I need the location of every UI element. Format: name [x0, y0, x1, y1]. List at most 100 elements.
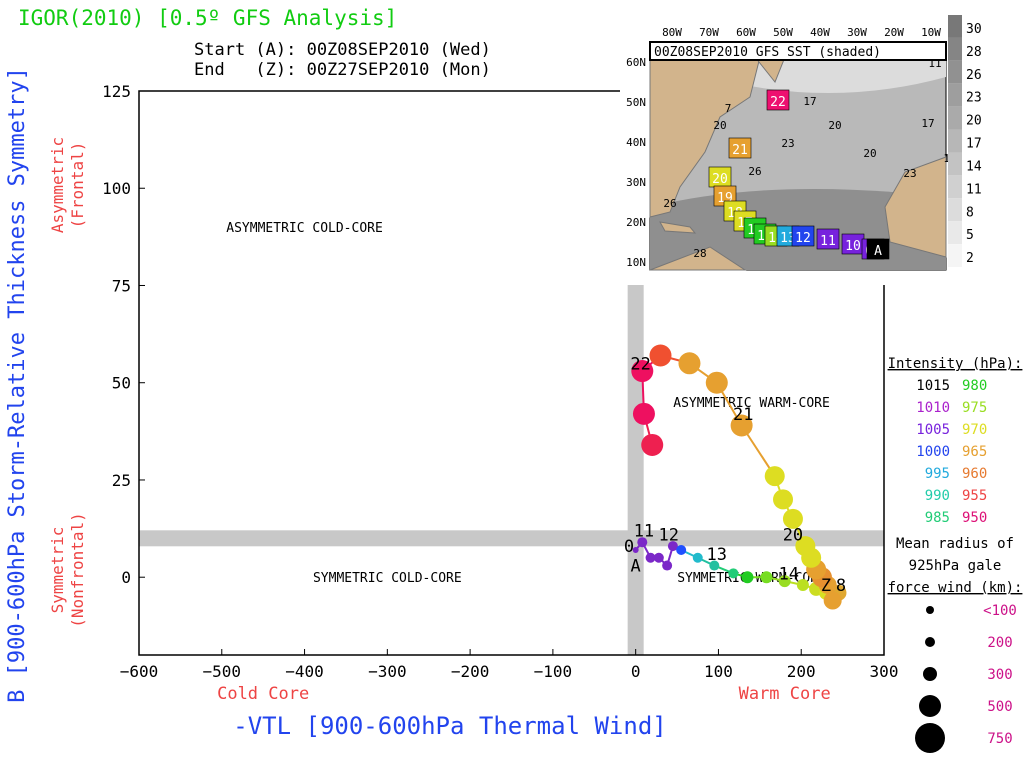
- track-label: 20: [783, 525, 803, 545]
- y-tick-label: 125: [102, 82, 131, 101]
- map-contour-label: 20: [713, 119, 726, 132]
- symmetric-annotation: (Nonfrontal): [68, 512, 87, 628]
- legend-pressure-label: 970: [962, 422, 987, 438]
- x-tick-label: −100: [534, 662, 573, 681]
- colorbar-segment: [948, 15, 962, 38]
- track-point: [653, 552, 664, 563]
- map-contour-label: 17: [921, 117, 934, 130]
- map-lon-label: 60W: [736, 26, 756, 39]
- legend-pressure-label: 985: [925, 510, 950, 526]
- map-title: 00Z08SEP2010 GFS SST (shaded): [654, 45, 881, 60]
- colorbar-label: 26: [966, 68, 982, 83]
- legend-pressure-label: 1000: [916, 444, 950, 460]
- map-track-label: 21: [732, 143, 748, 158]
- map-track-box: [866, 238, 890, 260]
- y-axis-label: B [900-600hPa Storm-Relative Thickness S…: [5, 67, 30, 703]
- legend-radius-dot: [925, 637, 935, 647]
- colorbar-segment: [948, 221, 962, 245]
- legend-pressure-label: 990: [925, 488, 950, 504]
- legend-radius-title: 925hPa gale: [909, 558, 1002, 574]
- track-label: 14: [779, 564, 799, 584]
- map-lon-label: 20W: [884, 26, 904, 39]
- quadrant-label: ASYMMETRIC WARM-CORE: [673, 396, 830, 411]
- map-lon-label: 80W: [662, 26, 682, 39]
- warm-core-label: Warm Core: [739, 684, 831, 704]
- track-label: 13: [707, 545, 727, 565]
- track-point: [645, 552, 656, 563]
- map-lat-label: 20N: [626, 216, 646, 229]
- colorbar-segment: [948, 37, 962, 61]
- map-track-box: [766, 89, 790, 111]
- colorbar-label: 11: [966, 182, 982, 197]
- x-tick-label: 100: [704, 662, 733, 681]
- colorbar-segment: [948, 83, 962, 107]
- x-tick-label: −300: [368, 662, 407, 681]
- map-caribbean: [659, 221, 697, 234]
- legend-pressure-label: 1015: [916, 378, 950, 394]
- map-track-box: [816, 228, 840, 250]
- quadrant-label: ASYMMETRIC COLD-CORE: [226, 221, 383, 236]
- map-lon-label: 50W: [773, 26, 793, 39]
- map-contour-label: 11: [928, 57, 941, 70]
- y-tick-label: 100: [102, 179, 131, 198]
- y-tick-label: 50: [112, 374, 131, 393]
- colorbar-label: 5: [966, 228, 974, 243]
- track-point: [676, 544, 687, 555]
- legend-radius-label: 500: [987, 699, 1012, 715]
- colorbar-segment: [948, 198, 962, 222]
- legend-radius-dot: [923, 667, 937, 681]
- map-lat-label: 60N: [626, 56, 646, 69]
- track-point: [782, 508, 803, 529]
- map-track-box: [728, 137, 752, 159]
- track-point: [778, 575, 791, 588]
- track-point: [632, 546, 639, 553]
- track-point: [823, 591, 842, 610]
- legend-radius-title: Mean radius of: [896, 536, 1014, 552]
- map-track-label: 10: [845, 239, 861, 254]
- legend-radius-dot: [919, 695, 941, 717]
- track-label: 22: [630, 354, 650, 374]
- map-track-label: 12: [795, 231, 811, 246]
- map-track-label: A: [874, 244, 882, 259]
- quadrant-label: SYMMETRIC COLD-CORE: [313, 571, 462, 586]
- track-label: 11: [634, 522, 654, 542]
- track-point: [796, 578, 809, 591]
- asymmetric-annotation: Asymmetric: [48, 137, 67, 233]
- track-point: [741, 571, 754, 584]
- colorbar-segment: [948, 152, 962, 176]
- map-track-box: [791, 225, 815, 247]
- map-contour-label: 28: [693, 247, 706, 260]
- map-north-america: [649, 56, 761, 218]
- track-point: [641, 433, 664, 456]
- map-lat-label: 50N: [626, 96, 646, 109]
- track-label: 0: [624, 537, 634, 557]
- x-tick-label: −500: [203, 662, 242, 681]
- legend-pressure-label: 960: [962, 466, 987, 482]
- track-point: [795, 536, 816, 557]
- x-tick-label: 0: [631, 662, 641, 681]
- track-point: [705, 371, 728, 394]
- map-africa: [884, 156, 947, 258]
- x-tick-label: −200: [451, 662, 490, 681]
- track-point: [667, 541, 678, 552]
- map-lat-label: 30N: [626, 176, 646, 189]
- colorbar-label: 8: [966, 205, 974, 220]
- legend-pressure-label: 955: [962, 488, 987, 504]
- track-point: [730, 414, 753, 437]
- colorbar-segment: [948, 106, 962, 130]
- x-tick-label: −600: [120, 662, 159, 681]
- map-contour-label: 7: [725, 102, 732, 115]
- map-lat-label: 10N: [626, 256, 646, 269]
- x-axis-label: -VTL [900-600hPa Thermal Wind]: [233, 712, 666, 740]
- map-contour-label: 20: [863, 147, 876, 160]
- map-lon-label: 10W: [921, 26, 941, 39]
- map-lon-label: 30W: [847, 26, 867, 39]
- colorbar-segment: [948, 129, 962, 153]
- track-label: A: [631, 557, 641, 577]
- map-lat-label: 40N: [626, 136, 646, 149]
- track-label: Z: [821, 576, 831, 596]
- colorbar-label: 30: [966, 22, 982, 37]
- legend-title: Intensity (hPa):: [888, 356, 1023, 372]
- plot-frame: [138, 90, 885, 656]
- map-contour-label: 23: [903, 167, 916, 180]
